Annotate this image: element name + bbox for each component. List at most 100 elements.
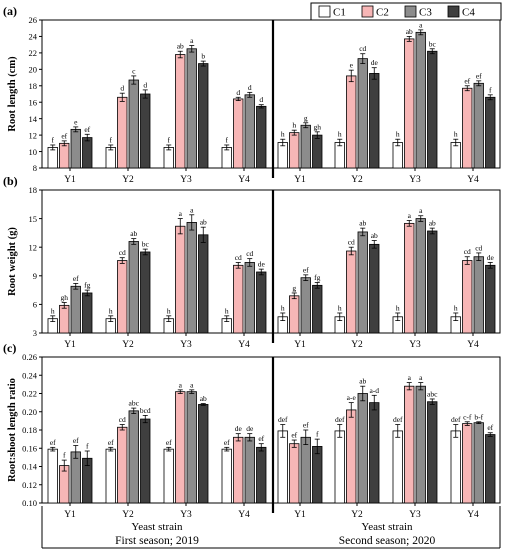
significance-letter: g [304, 113, 308, 122]
bar-c1 [334, 430, 345, 504]
significance-letter: d [259, 95, 263, 104]
x-tick-label: Y3 [409, 340, 421, 350]
significance-letter: h [338, 130, 342, 139]
significance-letter: a [419, 373, 423, 382]
y-tick-label: 0.16 [22, 443, 37, 453]
bar-c4 [312, 446, 323, 504]
chart-panels: 8 10 12 14 16 18 20 22 24 26 Root length (cm) (a) Y1… [3, 4, 501, 520]
significance-letter: ef [84, 125, 90, 134]
significance-letter: def [451, 415, 461, 424]
panel-label: (b) [3, 174, 18, 188]
legend-label-c4: C4 [462, 7, 475, 19]
significance-letter: a [419, 206, 423, 215]
significance-letter: a-e [347, 393, 357, 402]
significance-letter: ef [224, 438, 230, 447]
legend: C1 C2 C3 C4 [310, 2, 502, 21]
significance-letter: cd [464, 247, 471, 256]
footer-left-strain-label: Yeast strain [131, 521, 183, 533]
significance-letter: b [201, 52, 205, 61]
significance-letter: h [167, 306, 171, 315]
significance-letter: ab [429, 219, 436, 228]
bar-c2 [233, 264, 244, 334]
significance-letter: d [248, 83, 252, 92]
legend-swatch-c1 [318, 5, 331, 18]
significance-letter: fg [314, 273, 320, 282]
y-tick-label: 0.24 [22, 370, 38, 380]
significance-letter: f [86, 441, 89, 450]
bar-c2 [289, 443, 300, 504]
significance-letter: ef [291, 431, 297, 440]
bar-c1 [277, 142, 288, 169]
significance-letter: f [63, 451, 66, 460]
y-tick-label: 20 [29, 65, 38, 75]
x-tick-label: Y1 [294, 510, 306, 520]
x-tick-label: Y4 [238, 340, 250, 350]
significance-letter: f [489, 85, 492, 94]
legend-label-c3: C3 [419, 7, 432, 19]
significance-letter: a [179, 380, 183, 389]
bar-c3 [300, 436, 311, 504]
bar-c3 [186, 222, 197, 334]
bar-c2 [117, 260, 128, 334]
bar-c2 [462, 423, 473, 504]
significance-letter: h [454, 130, 458, 139]
significance-letter: ef [73, 436, 79, 445]
significance-letter: a-d [369, 386, 379, 395]
x-tick-label: Y3 [409, 175, 421, 185]
significance-letter: h [454, 303, 458, 312]
bar-c2 [404, 38, 415, 169]
significance-letter: de [246, 424, 254, 433]
bar-c1 [450, 142, 461, 169]
x-tick-label: Y2 [351, 340, 363, 350]
bar-c3 [186, 391, 197, 504]
bar-c3 [128, 241, 139, 334]
bar-c3 [244, 94, 255, 169]
bar-c3 [186, 48, 197, 169]
panel-1: 8 10 12 14 16 18 20 22 24 26 Root length (cm) (a) Y1… [3, 4, 501, 185]
bar-c4 [256, 105, 267, 169]
bar-c2 [346, 409, 357, 504]
footer-left-season-label: First season; 2019 [115, 535, 199, 547]
bar-c4 [312, 284, 323, 334]
bar-c2 [289, 295, 300, 334]
bar-c1 [163, 448, 174, 504]
bar-c4 [427, 401, 438, 504]
bar-c2 [233, 436, 244, 504]
significance-letter: g [292, 283, 296, 292]
significance-letter: de [487, 253, 495, 262]
y-tick-label: 8 [33, 163, 37, 173]
bar-c3 [128, 410, 139, 504]
significance-letter: a [408, 211, 412, 220]
significance-letter: bcd [140, 406, 151, 415]
x-tick-label: Y2 [122, 340, 134, 350]
y-axis-label: Root:shoot length ratio [7, 378, 18, 482]
significance-letter: ef [487, 423, 493, 432]
footer-frame: Yeast strain First season; 2019 Yeast st… [41, 506, 501, 549]
y-tick-label: 3 [33, 328, 37, 338]
y-tick-label: 9 [33, 271, 37, 281]
bar-c4 [82, 292, 93, 334]
plot-frame [41, 19, 501, 169]
y-tick-label: 6 [33, 300, 37, 310]
significance-letter: gh [314, 122, 322, 131]
legend-label-c1: C1 [333, 7, 346, 19]
bar-c2 [175, 54, 186, 169]
y-tick-label: 0.14 [22, 462, 38, 472]
bar-c3 [357, 231, 368, 334]
significance-letter: def [335, 415, 345, 424]
significance-letter: abc [129, 399, 140, 408]
y-tick-label: 18 [29, 185, 38, 195]
significance-letter: h [51, 306, 55, 315]
significance-letter: ef [303, 265, 309, 274]
bar-c2 [404, 385, 415, 504]
significance-letter: ef [108, 438, 114, 447]
y-tick-label: 16 [29, 97, 38, 107]
significance-letter: bc [142, 240, 150, 249]
x-tick-label: Y3 [180, 510, 192, 520]
y-tick-label: 10 [29, 147, 38, 157]
bar-c3 [244, 262, 255, 334]
y-tick-label: 12 [29, 242, 38, 252]
y-tick-label: 24 [29, 32, 38, 42]
bar-c4 [256, 446, 267, 504]
